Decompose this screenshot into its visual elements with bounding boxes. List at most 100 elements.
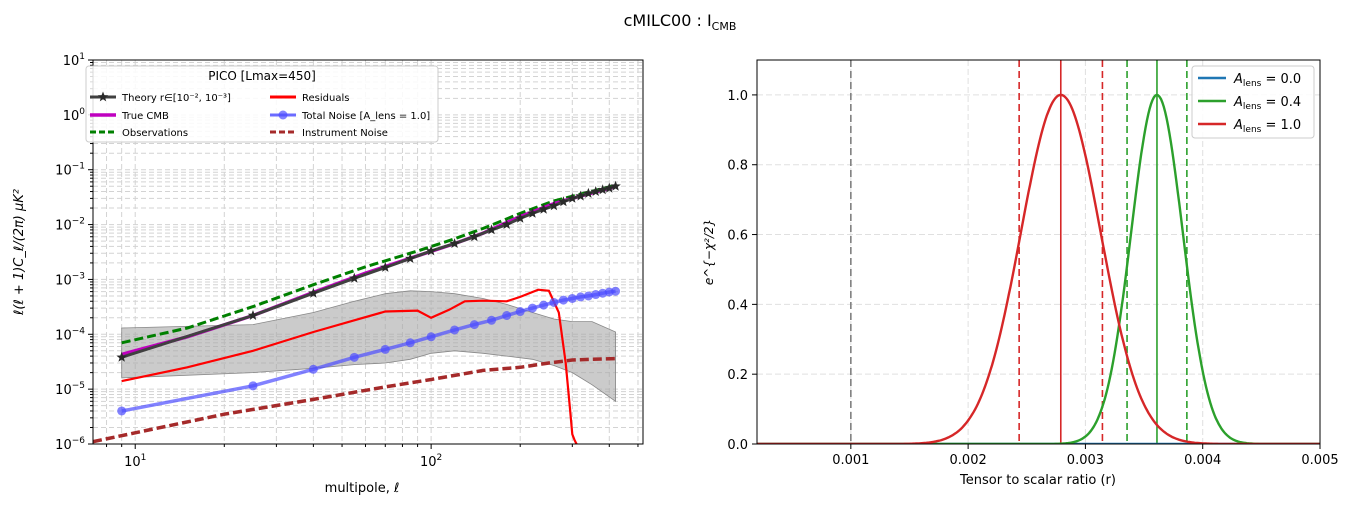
- series-theory-point: [425, 245, 437, 256]
- y-tick-label-exp: 1: [79, 52, 85, 62]
- series-total-noise-point: [469, 320, 479, 330]
- series-total-noise-point: [117, 406, 127, 416]
- x-tick-label: 102: [420, 453, 442, 470]
- x-tick-label: 0.002: [950, 453, 987, 468]
- series-total-noise-point: [426, 332, 436, 342]
- series-total-noise-point: [450, 325, 460, 335]
- y-tick-label-exp: 0: [79, 107, 85, 117]
- y-tick-label-base: 10: [55, 328, 72, 343]
- series-theory-point: [247, 310, 259, 320]
- series-theory-point: [469, 231, 480, 242]
- legend-label-value: = 0.0: [1261, 72, 1301, 87]
- series-total-noise-point: [308, 364, 318, 374]
- series-total-noise-point: [576, 292, 586, 302]
- series-total-noise-point: [583, 291, 593, 301]
- curve-a-lens-1-0: [757, 93, 1320, 444]
- legend-circle-marker: [278, 110, 288, 120]
- series-total-noise-point: [611, 286, 621, 296]
- y-tick-label-exp: −2: [72, 217, 85, 227]
- y-tick-label-base: 10: [63, 54, 80, 69]
- y-tick-label: 10−2: [55, 217, 85, 234]
- series-instrument-noise-line: [93, 356, 616, 444]
- legend-label: Alens = 0.0: [1233, 72, 1301, 89]
- series-theory-point: [527, 207, 538, 218]
- series-theory-point: [538, 203, 549, 214]
- series-theory-point: [449, 238, 460, 248]
- right-ticks: 0.001 0.002 0.003 0.004 0.005 0.0 0.2 0.4 0.6 0.8…: [727, 89, 1338, 468]
- series-theory-point: [548, 200, 560, 211]
- series-total-noise-point: [527, 303, 537, 313]
- right-xlabel: Tensor to scalar ratio (r): [959, 473, 1116, 488]
- y-tick-label: 10−3: [55, 271, 85, 288]
- series-theory-point: [405, 253, 416, 263]
- y-tick-label-base: 10: [63, 109, 80, 124]
- legend-label-value: = 1.0: [1261, 118, 1301, 133]
- legend-label-subscript: lens: [1243, 79, 1262, 89]
- series-total-noise-point: [405, 338, 415, 348]
- y-tick-label: 10−6: [55, 436, 85, 453]
- series-total-noise-point: [558, 295, 568, 305]
- series-total-noise-point: [591, 290, 601, 300]
- y-tick-label-exp: −4: [72, 326, 86, 336]
- legend-label: Alens = 0.4: [1233, 95, 1301, 112]
- legend-label-symbol: A: [1233, 95, 1243, 110]
- x-tick-label-base: 10: [124, 455, 141, 470]
- series-theory-point: [567, 192, 578, 203]
- y-tick-label: 0.8: [727, 159, 748, 174]
- series-observations-line: [121, 183, 616, 345]
- series-total-noise-point: [539, 300, 549, 310]
- series-total-noise-point: [487, 315, 497, 325]
- x-tick-label: 0.004: [1184, 453, 1221, 468]
- y-tick-label-base: 10: [55, 438, 72, 453]
- left-ylabel: ℓ(ℓ + 1)C_ℓ/(2π) μK²: [12, 189, 27, 316]
- legend-label: Alens = 1.0: [1233, 118, 1301, 135]
- series-total-noise-point: [248, 381, 258, 391]
- y-tick-label: 10−1: [55, 162, 85, 179]
- y-tick-label-exp: −3: [72, 271, 85, 281]
- legend-label: True CMB: [121, 111, 169, 122]
- right-ylabel: e^{−χ²/2}: [702, 219, 716, 285]
- series-theory-point: [486, 224, 497, 235]
- y-tick-label-exp: −5: [72, 381, 85, 391]
- x-tick-label: 0.005: [1301, 453, 1338, 468]
- series-theory-point: [349, 272, 360, 283]
- series-theory-point: [558, 196, 569, 207]
- series-theory-point: [308, 287, 319, 298]
- x-tick-label: 0.001: [832, 453, 869, 468]
- series-total-noise-point: [380, 344, 390, 354]
- left-series-layer: [93, 180, 621, 444]
- y-tick-label: 1.0: [727, 89, 748, 104]
- series-theory-point: [501, 219, 512, 229]
- y-tick-label-base: 10: [55, 273, 72, 288]
- series-theory-point: [515, 212, 526, 223]
- legend-label: Observations: [122, 128, 188, 139]
- legend-label-symbol: A: [1233, 118, 1243, 133]
- left-xlabel: multipole, ℓ: [325, 481, 400, 496]
- y-tick-label: 10−5: [55, 381, 85, 398]
- series-total-noise-point: [502, 311, 512, 321]
- series-theory-point: [575, 190, 586, 201]
- y-tick-label-base: 10: [55, 164, 72, 179]
- legend-star-marker: [97, 91, 109, 102]
- legend-label-symbol: A: [1233, 72, 1243, 87]
- x-tick-label: 101: [124, 453, 146, 470]
- series-residuals-line: [121, 288, 578, 444]
- y-tick-label-base: 10: [55, 219, 72, 234]
- y-tick-label-exp: −6: [72, 436, 86, 446]
- series-theory-point: [116, 351, 127, 362]
- series-total-noise-point: [349, 352, 359, 362]
- legend-label: Instrument Noise: [302, 128, 388, 139]
- legend-title: PICO [Lmax=450]: [208, 69, 316, 83]
- legend-label: Total Noise [A_lens = 1.0]: [301, 111, 430, 122]
- series-theory-point: [590, 186, 601, 196]
- legend-label-value: = 0.4: [1261, 95, 1301, 110]
- legend-label: Residuals: [302, 93, 349, 104]
- y-tick-label: 10−4: [55, 326, 85, 343]
- left-axes-frame: [92, 59, 644, 445]
- series-total-noise-point: [549, 297, 559, 307]
- legend-label-subscript: lens: [1243, 102, 1262, 112]
- y-tick-label-exp: −1: [72, 162, 85, 172]
